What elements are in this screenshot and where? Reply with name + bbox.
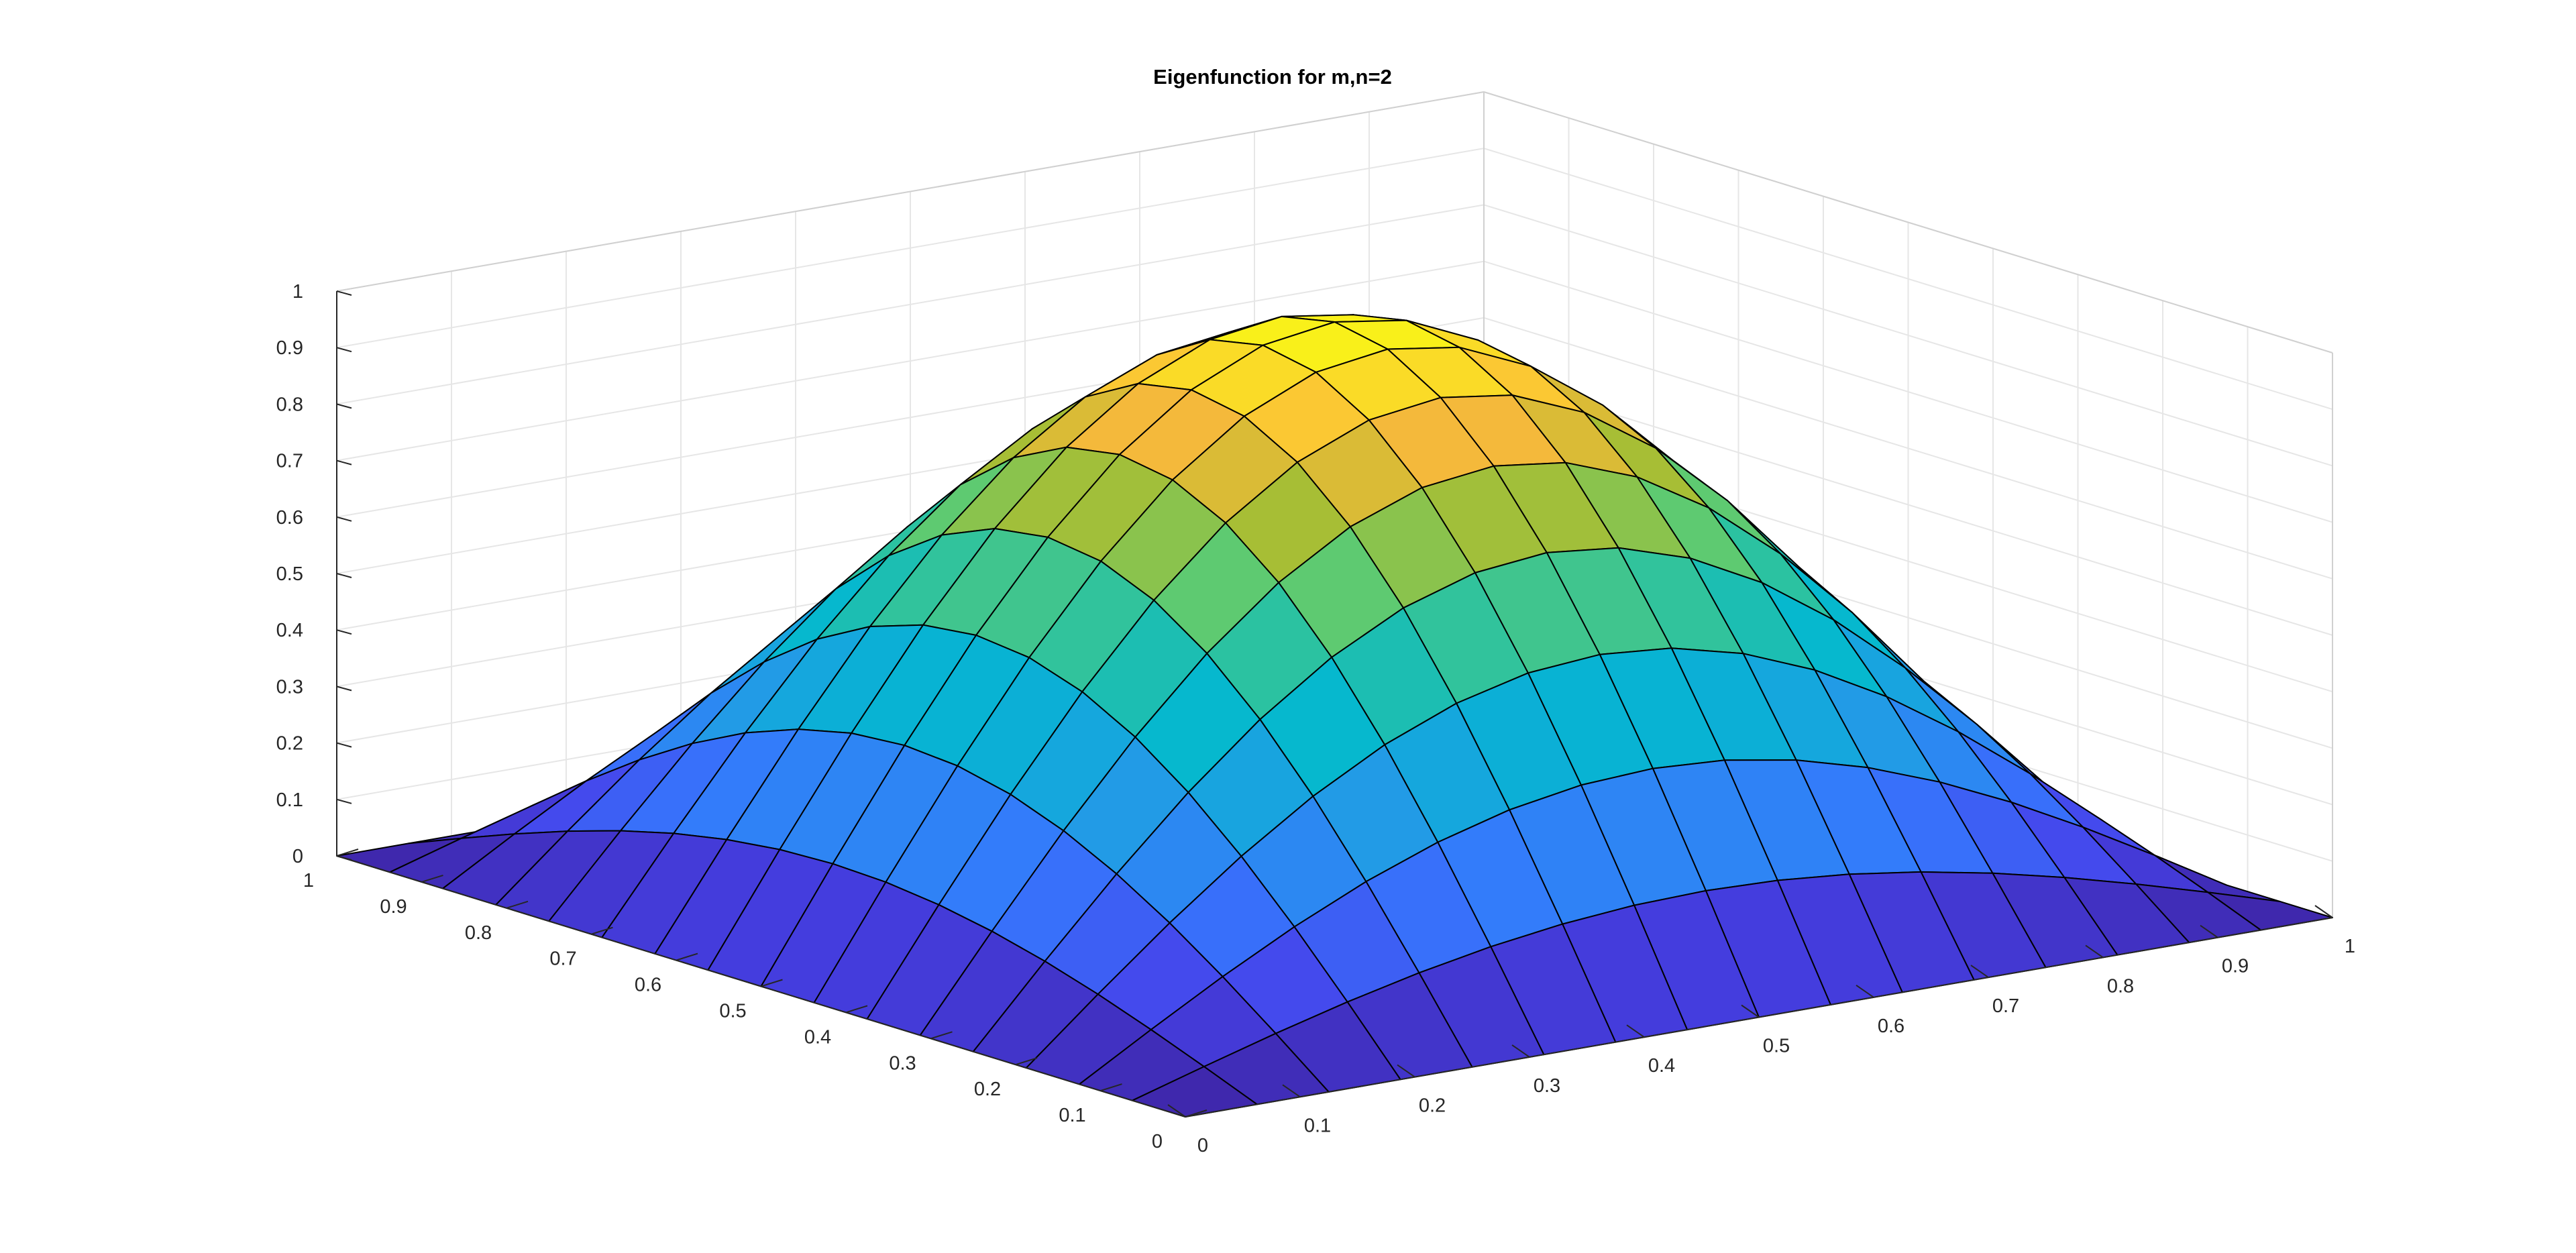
tick-mark [336,686,352,692]
z-tick-label: 0.8 [276,394,303,415]
x-tick-label: 0.1 [1304,1115,1331,1136]
tick-mark [2314,905,2333,918]
x-tick-label: 0.7 [1992,995,2019,1017]
tick-mark [761,979,783,987]
y-tick-label: 0 [1152,1131,1163,1152]
tick-mark [506,900,529,909]
z-tick-label: 1 [292,281,303,303]
z-tick-label: 0.2 [276,733,303,755]
tick-mark [845,1005,868,1014]
tick-mark [336,347,352,353]
y-tick-label: 1 [303,870,314,891]
y-tick-label: 0.6 [635,975,661,996]
tick-mark [1185,1109,1208,1118]
tick-mark [1970,965,1989,978]
y-tick-label: 0.7 [549,948,576,970]
tick-mark [1100,1083,1122,1092]
tick-mark [930,1031,953,1040]
tick-mark [336,629,352,635]
tick-mark [1015,1057,1038,1066]
x-tick-label: 0 [1197,1135,1208,1156]
y-tick-label: 0.1 [1059,1105,1085,1126]
z-tick-label: 0.4 [276,620,303,641]
z-tick-label: 0.3 [276,676,303,698]
box-edge [336,91,1485,292]
tick-mark [1511,1044,1530,1058]
tick-mark [421,874,443,883]
z-tick-label: 0.9 [276,337,303,359]
tick-mark [1856,984,1874,998]
surface-mesh[interactable] [336,314,2333,1118]
tick-mark [2200,924,2218,938]
tick-mark [1282,1084,1301,1098]
z-tick-label: 0.1 [276,789,303,811]
y-tick-label: 0.5 [719,1001,746,1022]
y-tick-label: 0.4 [804,1026,831,1048]
tick-mark [336,290,352,296]
tick-mark [2085,944,2104,959]
tick-mark [336,516,352,522]
x-tick-label: 0.9 [2222,956,2249,977]
tick-mark [336,459,352,466]
tick-mark [1167,1104,1186,1118]
tick-mark [336,403,352,409]
tick-mark [1741,1004,1760,1018]
chart-title: Eigenfunction for m,n=2 [1153,65,1392,89]
tick-mark [336,855,352,861]
x-tick-label: 0.8 [2107,975,2134,997]
axes-lines [336,290,2333,1118]
y-tick-label: 0.2 [974,1079,1001,1100]
tick-mark [336,573,352,578]
x-tick-label: 0.2 [1419,1095,1446,1117]
tick-mark [336,849,359,857]
z-gridline [336,91,2333,353]
z-tick-label: 0.7 [276,451,303,472]
x-tick-label: 0.4 [1648,1055,1675,1077]
x-tick-label: 0.5 [1763,1036,1790,1057]
tick-mark [1397,1064,1415,1078]
tick-mark [676,952,698,961]
tick-mark [336,742,352,748]
tick-mark [336,798,352,804]
z-tick-label: 0.5 [276,563,303,585]
z-tick-label: 0 [292,846,303,867]
box-edge [1483,91,2333,353]
tick-labels: 00.10.20.30.40.50.60.70.80.9100.10.20.30… [276,281,2355,1156]
tick-mark [1626,1024,1645,1038]
x-tick-label: 0.6 [1878,1016,1904,1037]
x-tick-label: 0.3 [1534,1075,1560,1097]
x-tick-label: 1 [2345,936,2355,957]
y-tick-label: 0.3 [889,1052,916,1074]
y-tick-label: 0.9 [380,896,407,918]
z-tick-label: 0.6 [276,507,303,529]
tick-mark [591,926,613,935]
y-tick-label: 0.8 [465,922,492,944]
